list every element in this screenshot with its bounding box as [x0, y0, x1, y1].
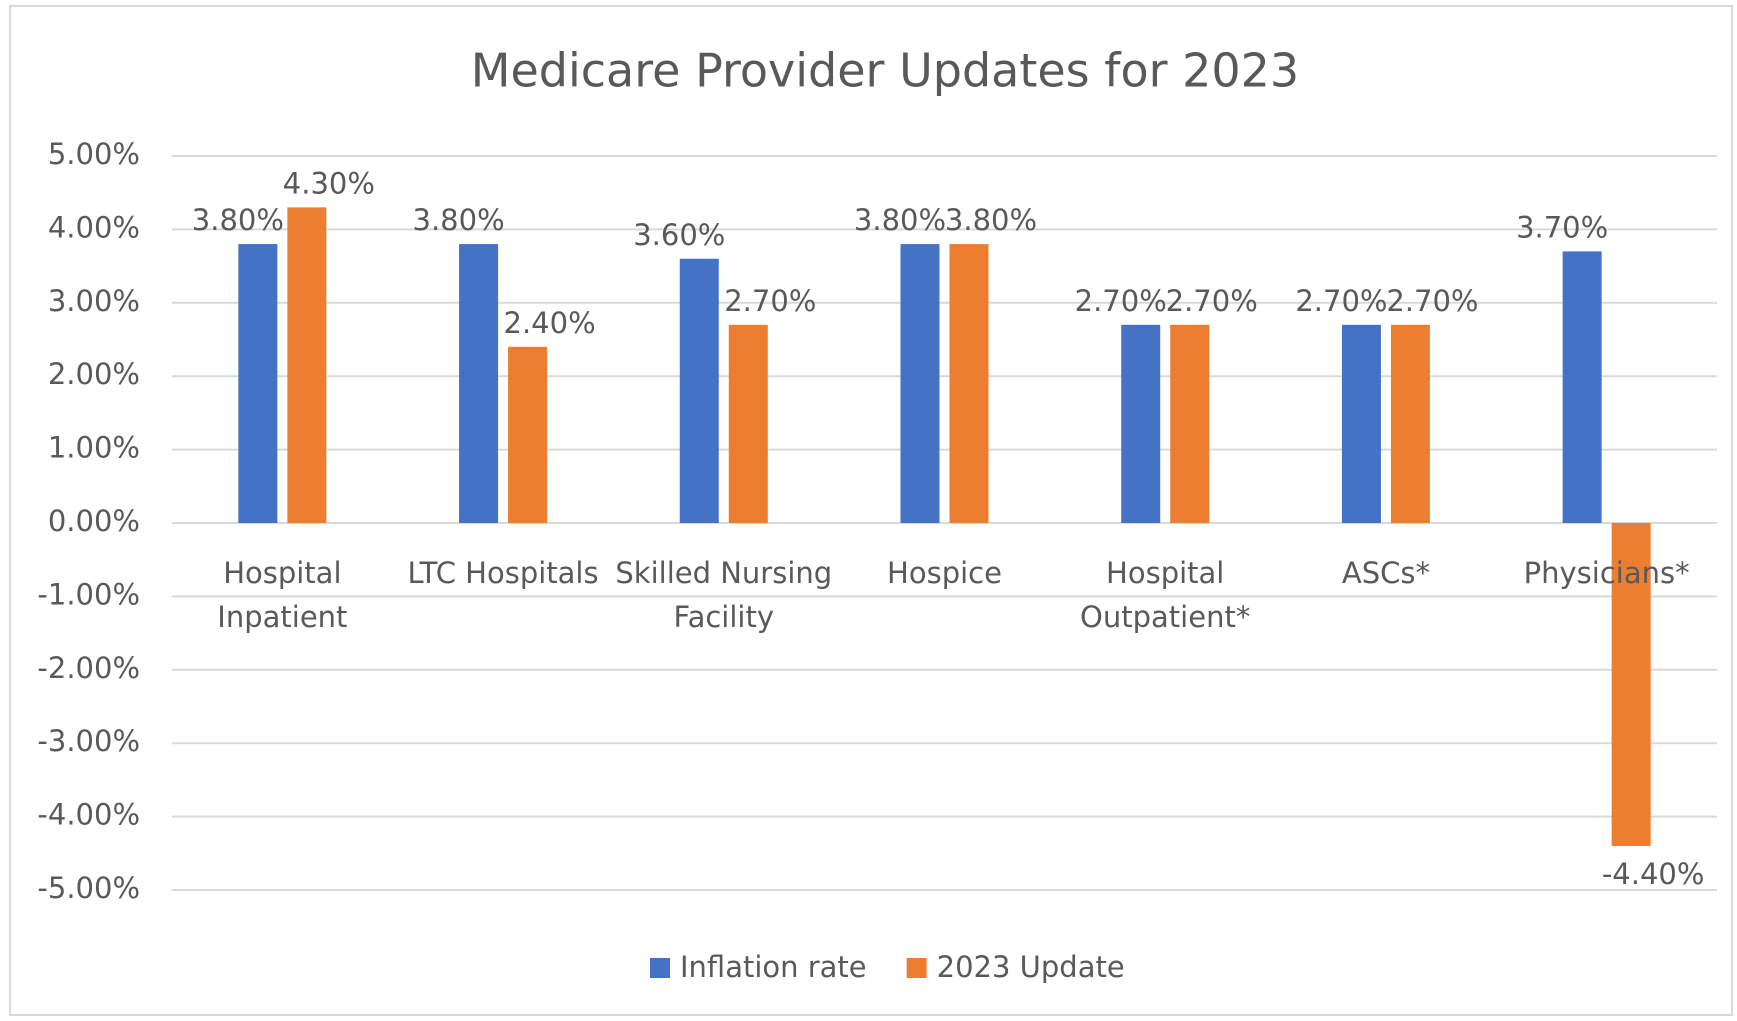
y-tick-label: 3.00%	[48, 284, 140, 318]
y-tick-label: -1.00%	[37, 577, 140, 611]
x-tick-label: ASCs*	[1341, 556, 1430, 590]
data-label: 3.80%	[192, 203, 284, 237]
data-label: -4.40%	[1602, 857, 1705, 891]
legend-label: Inflation rate	[680, 950, 867, 984]
y-tick-label: -2.00%	[37, 651, 140, 685]
data-label: 2.40%	[504, 306, 596, 340]
bar	[1121, 324, 1161, 523]
bar	[508, 346, 548, 523]
data-label: 2.70%	[1075, 284, 1167, 318]
bar	[1341, 324, 1381, 523]
data-label: 3.80%	[413, 203, 505, 237]
bar	[900, 244, 940, 523]
x-tick-label: Hospice	[887, 556, 1002, 590]
y-tick-label: 0.00%	[48, 504, 140, 538]
y-tick-label: -4.00%	[37, 798, 140, 832]
x-tick-label: Hospital Inpatient	[217, 556, 348, 634]
bar	[1390, 324, 1430, 523]
bar	[459, 244, 499, 523]
bar	[1562, 251, 1602, 524]
y-tick-label: 4.00%	[48, 210, 140, 244]
legend-swatch	[650, 958, 670, 978]
data-label: 3.70%	[1516, 210, 1608, 244]
x-tick-label: Skilled Nursing Facility	[615, 556, 833, 634]
legend-swatch	[906, 958, 927, 978]
data-label: 2.70%	[1295, 284, 1387, 318]
legend-label: 2023 Update	[937, 950, 1125, 984]
bar	[287, 207, 327, 523]
data-label: 4.30%	[283, 166, 375, 200]
bar	[238, 244, 278, 523]
data-label: 3.60%	[633, 218, 725, 252]
y-tick-label: -5.00%	[37, 871, 140, 905]
bar	[949, 244, 989, 523]
y-tick-label: 1.00%	[48, 431, 140, 465]
bar	[1170, 324, 1210, 523]
data-label: 3.80%	[854, 203, 946, 237]
data-label: 2.70%	[1166, 284, 1258, 318]
bar	[728, 324, 768, 523]
bar	[679, 258, 719, 523]
chart-title: Medicare Provider Updates for 2023	[471, 44, 1299, 98]
y-tick-label: 2.00%	[48, 357, 140, 391]
x-tick-label: Hospital Outpatient*	[1080, 556, 1251, 634]
data-label: 2.70%	[1386, 284, 1478, 318]
y-tick-label: -3.00%	[37, 724, 140, 758]
bar	[1611, 523, 1651, 846]
y-tick-label: 5.00%	[48, 137, 140, 171]
data-label: 2.70%	[724, 284, 816, 318]
x-tick-label: Physicians*	[1523, 556, 1690, 590]
data-label: 3.80%	[945, 203, 1037, 237]
x-tick-label: LTC Hospitals	[407, 556, 599, 590]
